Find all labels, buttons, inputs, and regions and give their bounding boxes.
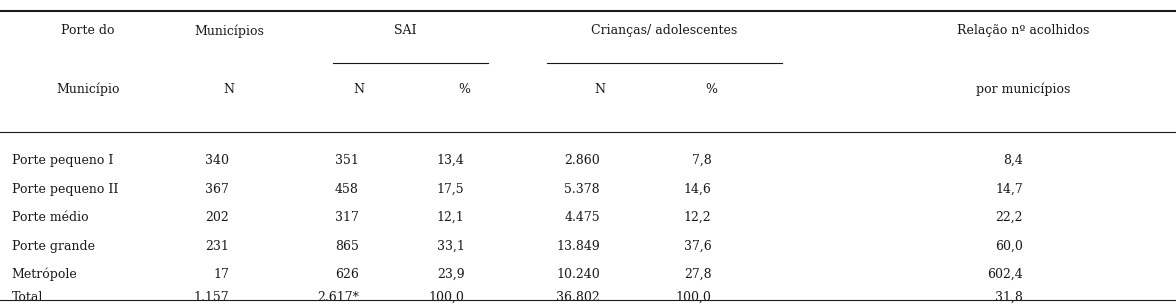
Text: Porte do: Porte do [61,24,115,37]
Text: 12,2: 12,2 [684,211,711,224]
Text: Municípios: Municípios [194,24,265,38]
Text: 7,8: 7,8 [691,154,711,167]
Text: Crianças/ adolescentes: Crianças/ adolescentes [592,24,737,37]
Text: por municípios: por municípios [976,83,1070,96]
Text: 33,1: 33,1 [436,240,465,253]
Text: 231: 231 [206,240,229,253]
Text: 2.617*: 2.617* [316,291,359,304]
Text: Relação nº acolhidos: Relação nº acolhidos [957,24,1089,37]
Text: 1.157: 1.157 [194,291,229,304]
Text: 602,4: 602,4 [988,268,1023,281]
Text: 14,7: 14,7 [995,183,1023,196]
Text: 37,6: 37,6 [683,240,711,253]
Text: 22,2: 22,2 [996,211,1023,224]
Text: Total: Total [12,291,44,304]
Text: 100,0: 100,0 [428,291,465,304]
Text: 17: 17 [214,268,229,281]
Text: 340: 340 [206,154,229,167]
Text: 202: 202 [206,211,229,224]
Text: 367: 367 [206,183,229,196]
Text: 317: 317 [335,211,359,224]
Text: %: % [706,83,717,96]
Text: N: N [223,83,235,96]
Text: 13,4: 13,4 [436,154,465,167]
Text: 100,0: 100,0 [675,291,711,304]
Text: N: N [353,83,365,96]
Text: 13.849: 13.849 [556,240,600,253]
Text: Porte pequeno II: Porte pequeno II [12,183,118,196]
Text: SAI: SAI [394,24,417,37]
Text: 10.240: 10.240 [556,268,600,281]
Text: 17,5: 17,5 [437,183,465,196]
Text: 27,8: 27,8 [684,268,711,281]
Text: 36.802: 36.802 [556,291,600,304]
Text: 12,1: 12,1 [436,211,465,224]
Text: Porte médio: Porte médio [12,211,88,224]
Text: %: % [459,83,470,96]
Text: 8,4: 8,4 [1003,154,1023,167]
Text: 2.860: 2.860 [564,154,600,167]
Text: Metrópole: Metrópole [12,267,78,281]
Text: 5.378: 5.378 [564,183,600,196]
Text: 458: 458 [335,183,359,196]
Text: 31,8: 31,8 [995,291,1023,304]
Text: Porte pequeno I: Porte pequeno I [12,154,113,167]
Text: 60,0: 60,0 [995,240,1023,253]
Text: Município: Município [56,83,120,96]
Text: N: N [594,83,606,96]
Text: 865: 865 [335,240,359,253]
Text: Porte grande: Porte grande [12,240,95,253]
Text: 626: 626 [335,268,359,281]
Text: 4.475: 4.475 [564,211,600,224]
Text: 351: 351 [335,154,359,167]
Text: 23,9: 23,9 [437,268,465,281]
Text: 14,6: 14,6 [683,183,711,196]
